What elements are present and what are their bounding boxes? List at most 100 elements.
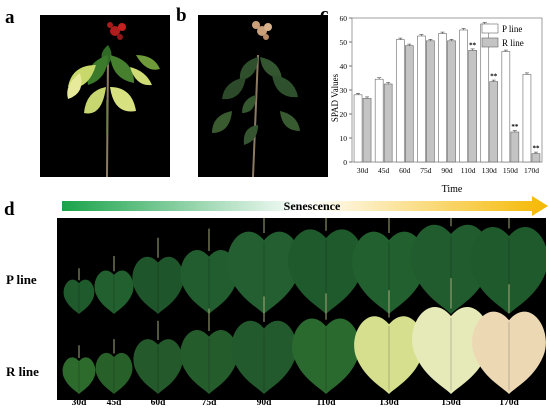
chart-labels: 0 10 20 30 40 50 60 30d 45d 60d 75d 90d 110d 130d 150d…: [340, 14, 540, 175]
plant-photo-r-line: [198, 15, 328, 177]
leaf-r-45d: [95, 339, 133, 394]
significance-marker: **: [532, 145, 540, 153]
leaf-series: [62, 218, 546, 394]
bar-r-60d: [404, 45, 414, 163]
bar-r-110d: [468, 50, 477, 163]
leaf-r-90d: [231, 296, 297, 394]
senescence-arrow: Senescence: [62, 196, 548, 216]
leaf-p-170d: [470, 218, 546, 314]
panel-letter-b: b: [176, 5, 187, 26]
senescence-label: Senescence: [284, 199, 341, 213]
y-tick-label: 40: [340, 62, 348, 71]
bar-p-75d: [417, 35, 426, 163]
panel-letter-d: d: [4, 199, 15, 220]
significance-marker: **: [469, 41, 477, 49]
leaf-r-75d: [180, 308, 238, 394]
bar-p-90d: [438, 33, 447, 163]
senescence-gradient-arrow: [62, 196, 548, 216]
day-label-60d: 60d: [150, 398, 166, 408]
leaf-p-30d: [63, 268, 95, 314]
y-tick-label: 50: [340, 38, 348, 47]
x-tick-label: 170d: [524, 166, 539, 175]
leaf-blade: [354, 316, 424, 394]
leaf-blade: [133, 339, 183, 394]
leaf-blade: [411, 224, 491, 314]
leaf-blade: [412, 307, 490, 394]
leaf-r-110d: [292, 293, 360, 394]
y-tick-label: 30: [340, 86, 348, 95]
day-label-30d: 30d: [71, 398, 87, 408]
x-tick-label: 90d: [441, 166, 453, 175]
chart-bars: [353, 22, 541, 163]
leaf-p-75d: [180, 228, 238, 314]
leaf-blade: [288, 229, 364, 314]
leaf-blade: [95, 352, 133, 394]
day-label-90d: 90d: [256, 398, 272, 408]
leaf-r-60d: [133, 320, 183, 394]
leaf-p-60d: [132, 237, 184, 314]
legend-swatch: [481, 37, 499, 48]
plant-illustration-b: [212, 21, 300, 177]
panel-letter-c: c: [320, 5, 328, 24]
bar-p-170d: [522, 74, 532, 163]
leaf-blade: [63, 279, 95, 314]
y-tick-label: 60: [340, 14, 348, 23]
bar-p-45d: [374, 78, 384, 163]
bar-p-60d: [395, 39, 405, 163]
leaf-blade: [94, 270, 134, 314]
leaf-blade: [231, 320, 297, 394]
x-tick-label: 60d: [399, 166, 411, 175]
leaf-blade: [180, 329, 238, 394]
significance-marker: **: [511, 123, 519, 131]
day-label-75d: 75d: [201, 398, 217, 408]
bar-r-45d: [383, 83, 393, 163]
x-tick-label: 30d: [357, 166, 369, 175]
leaf-r-150d: [412, 278, 490, 394]
leaf-blade: [180, 249, 238, 314]
day-label-110d: 110d: [316, 398, 336, 408]
bar-r-170d: [531, 153, 541, 163]
day-label-45d: 45d: [106, 398, 122, 408]
legend-label: R line: [502, 38, 524, 48]
plant-photo-p-line: [40, 15, 170, 177]
chart-x-axis-label: Time: [442, 184, 463, 195]
day-label-130d: 130d: [379, 398, 399, 408]
bar-r-90d: [447, 40, 456, 163]
legend-swatch: [481, 23, 499, 34]
x-tick-label: 130d: [482, 166, 497, 175]
bar-p-110d: [459, 29, 468, 163]
bar-r-130d: [489, 81, 499, 163]
leaf-photo-panel: [57, 218, 546, 400]
leaf-blade: [470, 227, 546, 314]
row-label-r-line: R line: [6, 364, 39, 379]
chart-legend: P line R line: [481, 23, 524, 48]
x-tick-label: 150d: [503, 166, 518, 175]
leaf-p-45d: [94, 256, 134, 314]
y-tick-label: 0: [343, 158, 347, 167]
spad-bar-chart: 0 10 20 30 40 50 60 30d 45d 60d 75d 90d 110d 130d 150d…: [330, 14, 543, 195]
y-tick-label: 20: [340, 110, 348, 119]
leaf-r-130d: [354, 290, 424, 394]
leaf-blade: [62, 357, 96, 394]
chart-axes: [349, 17, 543, 163]
bar-r-75d: [426, 40, 435, 163]
y-tick-label: 10: [340, 134, 348, 143]
x-tick-label: 110d: [461, 166, 476, 175]
x-tick-label: 45d: [378, 166, 390, 175]
panel-letter-a: a: [5, 7, 15, 28]
bar-p-150d: [501, 51, 511, 163]
day-label-150d: 150d: [441, 398, 461, 408]
leaf-blade: [227, 231, 301, 314]
row-label-p-line: P line: [6, 272, 37, 287]
leaf-r-170d: [472, 284, 546, 394]
legend-label: P line: [502, 24, 522, 34]
bar-p-30d: [353, 94, 363, 163]
leaf-r-30d: [62, 345, 96, 394]
day-label-170d: 170d: [499, 398, 519, 408]
plant-illustration-a: [67, 22, 160, 177]
leaf-blade: [472, 311, 546, 394]
chart-y-axis-label: SPAD Values: [330, 73, 340, 122]
leaf-blade: [132, 256, 184, 314]
leaf-blade: [292, 318, 360, 394]
leaf-blade: [352, 231, 426, 314]
